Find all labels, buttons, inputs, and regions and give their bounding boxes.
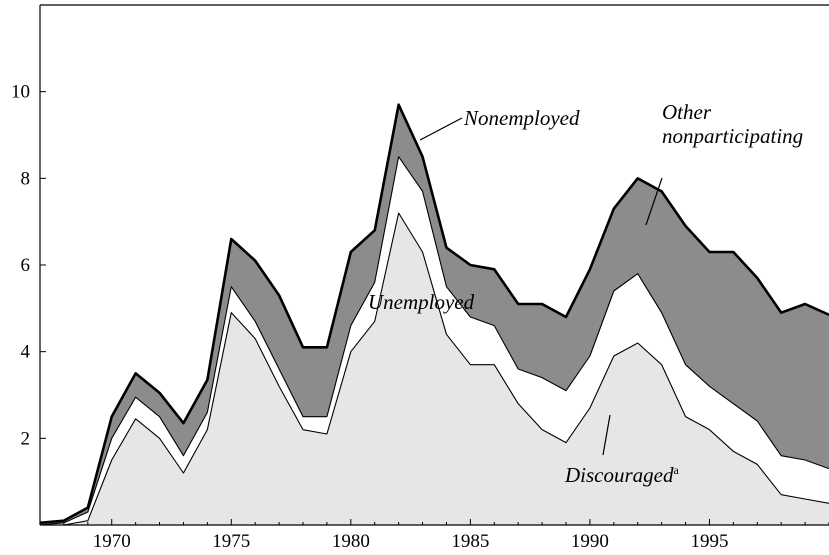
y-tick-label: 4 [21, 342, 31, 363]
x-tick-label: 1990 [571, 531, 609, 552]
series-label: Other nonparticipating [662, 100, 804, 148]
series-label: Discouraged [565, 463, 674, 487]
area-line [39, 156, 829, 526]
y-tick-label: 8 [21, 168, 31, 189]
leader-line [419, 117, 463, 141]
area [40, 213, 829, 525]
series-label: Unemployed [368, 290, 475, 314]
leader-line [645, 177, 663, 226]
x-tick-label: 1970 [93, 531, 131, 552]
x-tick-label: 1975 [212, 531, 250, 552]
footnote-marker: a [673, 463, 679, 477]
area-line [39, 103, 829, 525]
area [40, 104, 829, 526]
y-tick-label: 2 [21, 428, 31, 449]
x-tick-label: 1985 [451, 531, 489, 552]
annotation: Nonemployed [464, 106, 580, 130]
y-tick-label: 6 [21, 255, 31, 276]
discouraged-label: Discourageda [565, 458, 679, 487]
area-line [40, 212, 829, 526]
y-tick-label: 10 [11, 82, 30, 103]
leader-line [602, 414, 611, 456]
area [40, 156, 829, 525]
x-tick-label: 1980 [332, 531, 370, 552]
x-tick-label: 1995 [690, 531, 728, 552]
